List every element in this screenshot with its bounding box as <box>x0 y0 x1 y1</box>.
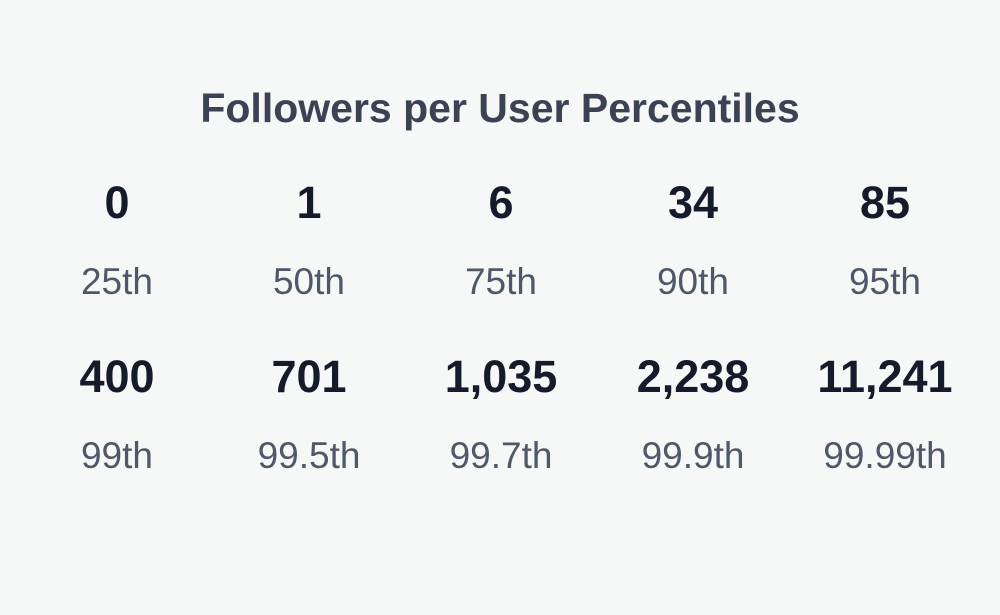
stat-value: 1,035 <box>444 351 558 402</box>
stat-label: 99.9th <box>641 435 745 476</box>
stat-label: 25th <box>80 261 153 302</box>
stat: 1 50th <box>213 174 405 348</box>
stat-value: 85 <box>859 177 911 228</box>
stat-label: 95th <box>848 261 921 302</box>
stat: 0 25th <box>21 174 213 348</box>
stat-value: 34 <box>667 177 719 228</box>
stat-label: 99.7th <box>449 435 553 476</box>
stat-label: 50th <box>272 261 345 302</box>
stat: 701 99.5th <box>213 348 405 522</box>
stat-value: 6 <box>488 177 514 228</box>
stat: 2,238 99.9th <box>597 348 789 522</box>
stat-label: 99.99th <box>823 435 947 476</box>
title: Followers per User Percentiles <box>200 85 800 131</box>
stat-label: 99.5th <box>257 435 361 476</box>
stat-value: 1 <box>296 177 322 228</box>
stat-value: 701 <box>271 351 347 402</box>
stat: 85 95th <box>789 174 981 348</box>
stat: 1,035 99.7th <box>405 348 597 522</box>
stat-value: 0 <box>104 177 130 228</box>
stat-label: 90th <box>656 261 729 302</box>
stat: 34 90th <box>597 174 789 348</box>
stats-grid: 0 25th 1 50th 6 75th 34 90th 85 95th 400 99th 701 99.… <box>21 174 981 522</box>
stat-label: 75th <box>464 261 537 302</box>
stat-value: 400 <box>79 351 155 402</box>
stat-value: 11,241 <box>817 351 953 402</box>
stat-label: 99th <box>80 435 153 476</box>
stat: 11,241 99.99th <box>789 348 981 522</box>
stat: 400 99th <box>21 348 213 522</box>
stat-value: 2,238 <box>636 351 750 402</box>
stat: 6 75th <box>405 174 597 348</box>
